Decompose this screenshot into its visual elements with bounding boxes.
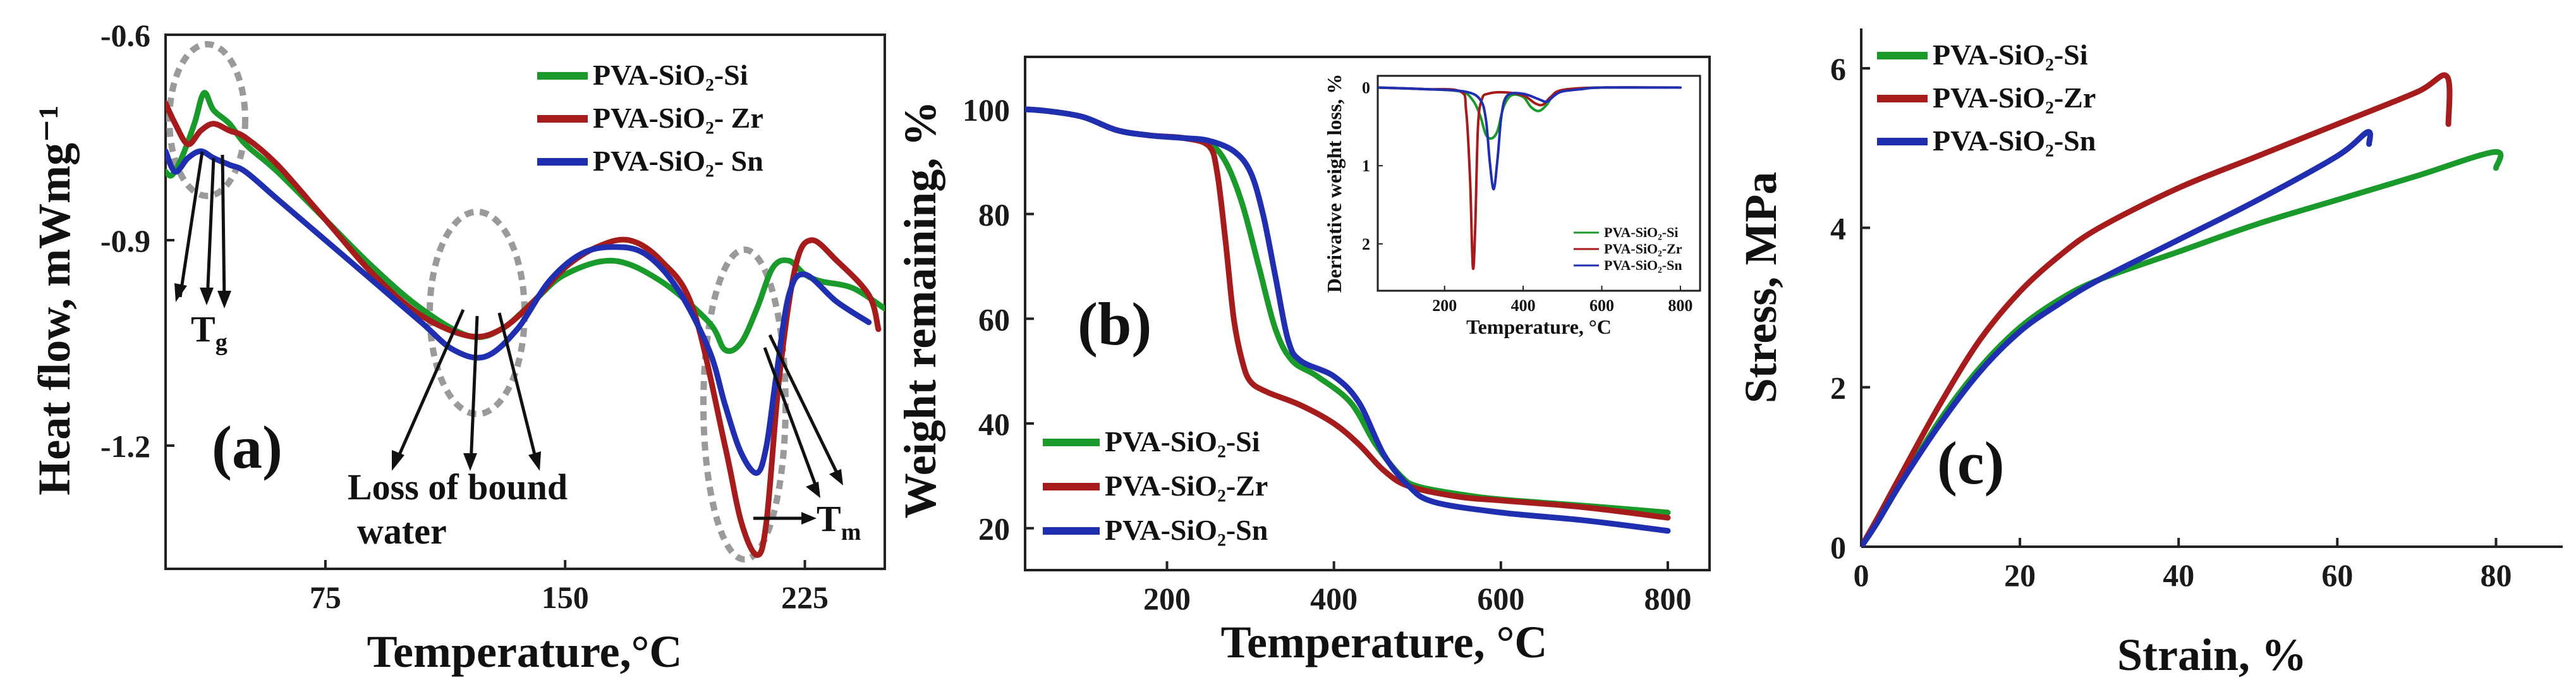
panel-c-series-line-2: [1861, 129, 2373, 547]
panel-c-xtick-label: 0: [1854, 557, 1869, 593]
inset-ticks: 200 400 600 800 0 1 2: [1362, 79, 1692, 315]
inset-series-line-1: [1378, 86, 1682, 271]
panel-b-ytick-label: 20: [978, 511, 1010, 547]
panel-a-label: (a): [212, 413, 283, 481]
inset-xtick-label: 600: [1589, 296, 1614, 315]
panel-b-ytick-label: 60: [978, 301, 1010, 337]
panel-a-annotation-arrows: [178, 151, 842, 520]
panel-c-series-line-1: [1861, 72, 2453, 547]
panel-a-legend-label-1: PVA-SiO₂- Zr: [593, 102, 763, 134]
panel-a-ylabel: Heat flow, mWmg⁻¹: [29, 105, 80, 495]
panel-b-label: (b): [1078, 290, 1151, 358]
panel-b-xtick-label: 200: [1143, 581, 1191, 616]
tg-annotation: Tg: [191, 308, 228, 356]
panel-a-series-line-2: [166, 148, 872, 476]
panel-b-ytick-label: 100: [963, 92, 1010, 128]
panel-c-xlabel: Strain, %: [2117, 630, 2307, 680]
inset-xtick-label: 400: [1511, 296, 1536, 315]
panel-a-ticks: 75 150 225 -0.6 -0.9 -1.2: [100, 18, 829, 615]
panel-c-ytick-label: 6: [1830, 51, 1846, 87]
panel-c-xtick-label: 40: [2163, 557, 2194, 593]
panel-b-series-line-2: [1025, 106, 1671, 534]
panel-a-ytick-label: -1.2: [100, 429, 150, 464]
panel-a-ytick-label: -0.6: [100, 18, 150, 53]
tm-annotation: Tm: [817, 498, 861, 545]
panel-a-xtick-label: 225: [781, 580, 829, 615]
panel-c-ylabel: Stress, MPa: [1735, 172, 1786, 404]
panel-a-heat-flow: 75 150 225 -0.6 -0.9 -1.2: [29, 18, 886, 677]
inset-legend-label-1: PVA-SiO₂-Zr: [1604, 241, 1682, 257]
panel-b-frame: [1024, 56, 1711, 571]
panel-b-xlabel: Temperature, °C: [1221, 617, 1548, 667]
bound-water-annotation-line2: water: [357, 511, 447, 552]
panel-b-xtick-label: 400: [1310, 581, 1358, 616]
panel-b-legend-label-2: PVA-SiO₂-Sn: [1105, 514, 1268, 546]
panel-a-frame: [164, 33, 886, 570]
panel-a-legend-label-2: PVA-SiO₂- Sn: [593, 145, 763, 177]
panel-a-legend: PVA-SiO₂-Si PVA-SiO₂- Zr PVA-SiO₂- Sn: [537, 59, 763, 177]
panel-a-xtick-label: 75: [310, 580, 341, 615]
inset-xtick-label: 800: [1668, 296, 1692, 315]
inset-ytick-label: 0: [1362, 79, 1370, 97]
panel-b-legend-label-0: PVA-SiO₂-Si: [1105, 425, 1260, 458]
inset-legend-label-0: PVA-SiO₂-Si: [1604, 224, 1678, 240]
panel-b-ylabel: Weight remaining, %: [895, 101, 945, 519]
panel-b-ytick-label: 80: [978, 197, 1010, 233]
panel-b-legend-label-1: PVA-SiO₂-Zr: [1105, 470, 1268, 502]
inset-series-line-2: [1378, 86, 1682, 191]
panel-c-xtick-label: 80: [2480, 557, 2512, 593]
panel-a-ytick-label: -0.9: [100, 223, 150, 259]
panel-c-legend: PVA-SiO₂-Si PVA-SiO₂-Zr PVA-SiO₂-Sn: [1877, 39, 2096, 157]
panel-c-ticks: 0 20 40 60 80 0 2 4 6: [1830, 51, 2512, 593]
inset-legend-label-2: PVA-SiO₂-Sn: [1604, 257, 1682, 273]
panel-b-ytick-label: 40: [978, 406, 1010, 442]
panel-c-series-group: [1861, 72, 2504, 547]
panel-b-xtick-label: 600: [1477, 581, 1524, 616]
panel-b-xtick-label: 800: [1644, 581, 1691, 616]
panel-c-ytick-label: 2: [1830, 370, 1846, 406]
inset-series-group: [1378, 86, 1682, 271]
panel-c-legend-label-1: PVA-SiO₂-Zr: [1933, 82, 2096, 114]
tg-ellipse: [166, 41, 248, 199]
panel-b-ticks: 200 400 600 800 20 40 60 80 100: [963, 92, 1691, 616]
inset-ytick-label: 1: [1362, 157, 1370, 175]
bound-water-annotation-line1: Loss of bound: [348, 466, 568, 508]
inset-xlabel: Temperature, °C: [1466, 315, 1612, 338]
panel-c-xtick-label: 20: [2004, 557, 2036, 593]
inset-xtick-label: 200: [1432, 296, 1457, 315]
panel-a-arrowheads: [174, 283, 843, 525]
panel-b-inset: 200 400 600 800 0 1 2 Temperature, °C Derivati…: [1323, 74, 1701, 338]
inset-ylabel: Derivative weight loss, %: [1323, 74, 1346, 293]
bound-water-ellipse: [427, 209, 528, 417]
panel-a-xlabel: Temperature,°C: [367, 626, 683, 677]
panel-c-legend-label-0: PVA-SiO₂-Si: [1933, 39, 2088, 71]
panel-a-xtick-label: 150: [542, 580, 589, 615]
panel-c-xtick-label: 60: [2321, 557, 2353, 593]
inset-ytick-label: 2: [1362, 235, 1370, 253]
panel-c-label: (c): [1937, 429, 2005, 497]
panel-b-legend: PVA-SiO₂-Si PVA-SiO₂-Zr PVA-SiO₂-Sn: [1043, 425, 1268, 546]
panel-b-series-group: [1025, 106, 1671, 534]
panel-c-legend-label-2: PVA-SiO₂-Sn: [1933, 125, 2096, 157]
panel-c-ytick-label: 4: [1830, 210, 1846, 246]
panel-a-legend-label-0: PVA-SiO₂-Si: [593, 59, 748, 91]
panel-c-ytick-label: 0: [1830, 530, 1846, 565]
